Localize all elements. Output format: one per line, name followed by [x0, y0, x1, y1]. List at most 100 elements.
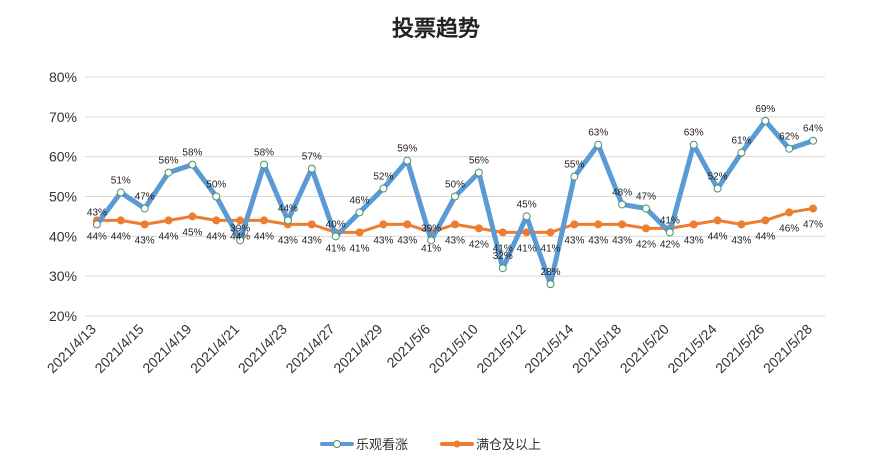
- x-tick-label: 2021/4/21: [187, 321, 243, 377]
- point-optimistic: [809, 136, 818, 145]
- y-tick-label: 80%: [49, 69, 77, 85]
- data-label-full-position: 43%: [445, 235, 465, 246]
- data-label-optimistic: 69%: [755, 104, 775, 115]
- data-label-optimistic: 59%: [397, 144, 417, 155]
- data-label-full-position: 41%: [326, 243, 346, 254]
- x-tick-label: 2021/4/27: [282, 321, 338, 377]
- data-label-optimistic: 43%: [87, 207, 107, 218]
- x-tick-label: 2021/5/10: [426, 321, 482, 377]
- point-optimistic: [379, 184, 388, 193]
- point-full-position: [689, 220, 698, 229]
- point-optimistic: [331, 232, 340, 241]
- point-full-position: [594, 220, 603, 229]
- data-label-full-position: 44%: [755, 231, 775, 242]
- x-tick-label: 2021/4/15: [91, 321, 147, 377]
- point-optimistic: [713, 184, 722, 193]
- data-label-full-position: 44%: [159, 231, 179, 242]
- point-optimistic: [665, 228, 674, 237]
- data-label-optimistic: 41%: [660, 215, 680, 226]
- point-optimistic: [212, 192, 221, 201]
- x-tick-label: 2021/5/18: [569, 321, 625, 377]
- data-label-optimistic: 47%: [135, 191, 155, 202]
- point-optimistic: [188, 160, 197, 169]
- point-full-position: [307, 220, 316, 229]
- data-label-full-position: 41%: [517, 243, 537, 254]
- legend-item-optimistic[interactable]: 乐观看涨: [320, 437, 408, 453]
- point-full-position: [498, 228, 507, 237]
- x-tick-label: 2021/5/12: [473, 321, 529, 377]
- data-label-full-position: 45%: [182, 227, 202, 238]
- legend-swatch-marker: [453, 440, 461, 448]
- point-full-position: [379, 220, 388, 229]
- point-optimistic: [283, 216, 292, 225]
- data-label-optimistic: 52%: [708, 172, 728, 183]
- x-tick-label: 2021/5/14: [521, 321, 577, 377]
- series-layer: [92, 116, 818, 289]
- data-label-optimistic: 57%: [302, 152, 322, 163]
- data-label-full-position: 43%: [684, 235, 704, 246]
- x-tick-label: 2021/4/19: [139, 321, 195, 377]
- point-optimistic: [785, 144, 794, 153]
- data-label-optimistic: 56%: [469, 156, 489, 167]
- point-optimistic: [522, 212, 531, 221]
- data-label-full-position: 44%: [206, 231, 226, 242]
- data-label-full-position: 43%: [397, 235, 417, 246]
- x-axis: 2021/4/132021/4/152021/4/192021/4/212021…: [44, 321, 816, 377]
- point-full-position: [140, 220, 149, 229]
- point-full-position: [474, 224, 483, 233]
- y-tick-label: 60%: [49, 149, 77, 165]
- x-tick-label: 2021/4/13: [44, 321, 100, 377]
- point-optimistic: [140, 204, 149, 213]
- point-optimistic: [474, 168, 483, 177]
- point-full-position: [116, 216, 125, 225]
- data-label-optimistic: 63%: [684, 128, 704, 139]
- data-label-full-position: 43%: [373, 235, 393, 246]
- point-full-position: [546, 228, 555, 237]
- point-full-position: [761, 216, 770, 225]
- point-optimistic: [236, 236, 245, 245]
- data-label-full-position: 46%: [779, 223, 799, 234]
- data-label-full-position: 41%: [421, 243, 441, 254]
- y-tick-label: 20%: [49, 308, 77, 324]
- legend-label: 乐观看涨: [356, 437, 408, 453]
- point-full-position: [641, 224, 650, 233]
- data-label-optimistic: 44%: [278, 203, 298, 214]
- point-full-position: [260, 216, 269, 225]
- point-full-position: [355, 228, 364, 237]
- data-label-full-position: 42%: [469, 239, 489, 250]
- x-tick-label: 2021/5/20: [617, 321, 673, 377]
- point-optimistic: [689, 140, 698, 149]
- legend-swatch-marker: [333, 440, 341, 448]
- y-tick-label: 30%: [49, 268, 77, 284]
- data-label-optimistic: 40%: [326, 219, 346, 230]
- y-axis: 20% 30% 40% 50% 60% 70% 80%: [49, 69, 77, 324]
- point-optimistic: [307, 164, 316, 173]
- data-label-full-position: 44%: [111, 231, 131, 242]
- point-optimistic: [355, 208, 364, 217]
- data-label-optimistic: 48%: [612, 187, 632, 198]
- data-label-optimistic: 50%: [206, 180, 226, 191]
- x-tick-label: 2021/4/29: [330, 321, 386, 377]
- data-label-optimistic: 52%: [373, 172, 393, 183]
- point-optimistic: [116, 188, 125, 197]
- data-label-full-position: 41%: [540, 243, 560, 254]
- data-label-full-position: 41%: [350, 243, 370, 254]
- data-label-full-position: 43%: [278, 235, 298, 246]
- data-label-optimistic: 45%: [517, 199, 537, 210]
- point-full-position: [570, 220, 579, 229]
- data-label-full-position: 43%: [135, 235, 155, 246]
- point-full-position: [403, 220, 412, 229]
- data-label-full-position: 47%: [803, 219, 823, 230]
- x-tick-label: 2021/4/23: [235, 321, 291, 377]
- data-label-optimistic: 46%: [350, 195, 370, 206]
- point-optimistic: [427, 236, 436, 245]
- point-optimistic: [546, 280, 555, 289]
- series-line-optimistic: [94, 118, 816, 287]
- data-label-full-position: 42%: [636, 239, 656, 250]
- point-full-position: [809, 204, 818, 213]
- data-label-full-position: 44%: [87, 231, 107, 242]
- legend-item-full-position[interactable]: 满仓及以上: [440, 438, 541, 453]
- data-label-full-position: 43%: [302, 235, 322, 246]
- y-tick-label: 40%: [49, 228, 77, 244]
